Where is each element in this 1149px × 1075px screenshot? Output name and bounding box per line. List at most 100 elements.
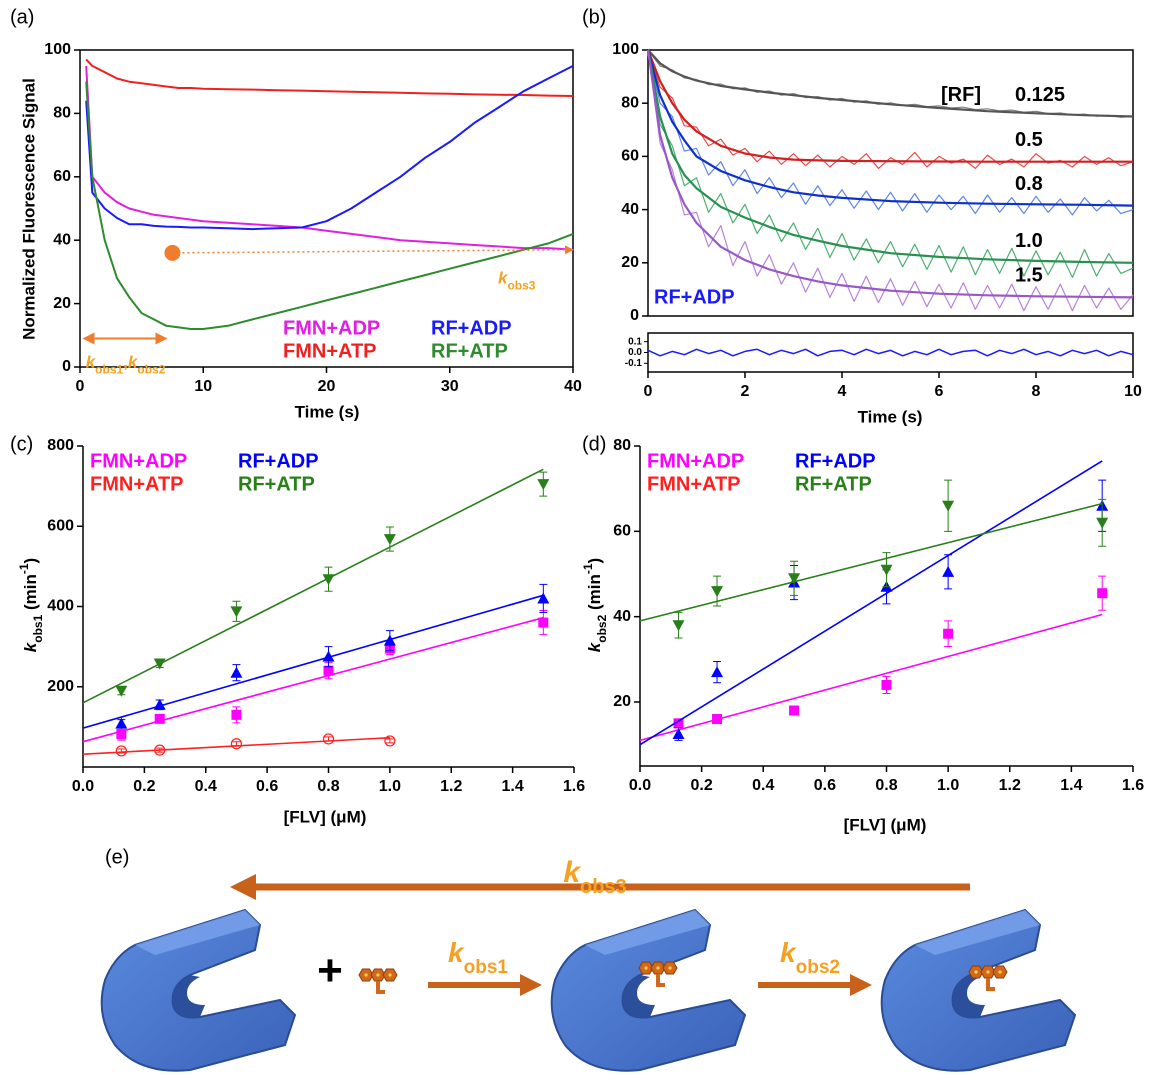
data-point: [116, 729, 127, 740]
x-tick-label: 30: [441, 378, 459, 395]
x-tick-label: 0.6: [814, 777, 836, 794]
data-point: [673, 718, 684, 729]
text-part: k: [86, 353, 97, 372]
data-point: [115, 717, 128, 729]
data-point: [880, 564, 893, 576]
x-tick-label: 4: [838, 383, 847, 400]
rate-marker: [164, 244, 181, 261]
fit-line: [646, 49, 1134, 264]
protein-closed: [880, 909, 1076, 1072]
x-tick-label: 1.2: [999, 777, 1021, 794]
data-point: [537, 592, 550, 604]
text-part: obs3: [507, 279, 535, 293]
data-point: [154, 713, 165, 724]
error-bar: [385, 738, 394, 744]
x-axis-label: Time (s): [295, 402, 360, 421]
text-part: ,: [123, 353, 128, 372]
residual-line: [647, 348, 1134, 357]
panel-label: (d): [582, 433, 606, 455]
panel-label: (e): [105, 846, 129, 868]
rate-subscript: obs3: [580, 876, 627, 898]
x-tick-label: 0.2: [133, 778, 155, 795]
rate-symbol: k: [448, 937, 465, 968]
span-label: kobs1,kobs2: [86, 353, 166, 377]
y-tick-label: 100: [612, 41, 639, 58]
panel-label: (c): [10, 433, 33, 455]
legend-label: FMN+ADP: [90, 450, 187, 472]
y-tick-label: 0.0: [628, 347, 642, 358]
fit-line: [646, 49, 1134, 299]
data-point: [537, 479, 550, 491]
y-axis-label: Normalized Fluorescence Signal: [19, 78, 38, 340]
legend-label: RF+ATP: [795, 473, 872, 495]
data-point: [231, 709, 242, 720]
data-point: [1097, 588, 1108, 599]
x-tick-label: 2: [741, 383, 750, 400]
legend-label: FMN+ATP: [283, 340, 377, 362]
rate-label: kobs3: [498, 269, 536, 293]
curve-label: 1.0: [1015, 230, 1043, 252]
data-line: [647, 49, 1134, 216]
panel-label: (b): [582, 6, 606, 28]
text-part: obs2: [137, 363, 165, 377]
error-bar: [324, 736, 333, 742]
residual-frame: [647, 332, 1134, 373]
data-point: [788, 573, 801, 585]
data-point: [230, 666, 243, 678]
x-tick-label: 10: [194, 378, 212, 395]
x-tick-label: 1.2: [440, 778, 462, 795]
y-tick-label: 0.1: [628, 336, 642, 347]
data-point: [942, 500, 955, 512]
text-part: ): [585, 558, 604, 564]
reaction-scheme: (e) kobs3 + kobs1 kobs2: [100, 846, 1076, 1072]
rate-arrow: [172, 245, 574, 255]
x-tick-label: 1.4: [1060, 777, 1082, 794]
fit-line: [639, 460, 1103, 746]
data-point: [789, 705, 800, 716]
y-tick-label: 800: [47, 437, 74, 454]
y-tick-label: 80: [613, 437, 631, 454]
legend-title: [RF]: [941, 84, 981, 106]
data-point: [943, 628, 954, 639]
legend-label: FMN+ADP: [647, 450, 744, 472]
x-tick-label: 0.0: [629, 777, 651, 794]
data-point: [1096, 517, 1109, 529]
error-bar: [155, 747, 164, 753]
y-axis-label: kobs1 (min-1): [17, 558, 45, 652]
x-axis-label: Time (s): [858, 407, 923, 426]
x-tick-label: 6: [935, 383, 944, 400]
y-tick-label: 0: [630, 307, 639, 324]
legend-label: FMN+ATP: [647, 473, 741, 495]
x-tick-label: 0.8: [317, 778, 339, 795]
text-part: k: [128, 353, 139, 372]
legend-label: RF+ATP: [431, 340, 508, 362]
data-point: [153, 658, 166, 670]
curve-label: 0.5: [1015, 129, 1043, 151]
data-point: [384, 735, 396, 747]
x-tick-label: 1.0: [379, 778, 401, 795]
fit-line: [82, 616, 544, 743]
x-tick-label: 1.4: [502, 778, 524, 795]
data-line: [647, 49, 1134, 278]
data-point: [322, 650, 335, 662]
text-part: (min: [585, 574, 604, 615]
data-point: [323, 665, 334, 676]
x-tick-label: 20: [318, 378, 336, 395]
data-point: [672, 620, 685, 632]
y-tick-label: 60: [621, 148, 639, 165]
x-tick-label: 0.6: [256, 778, 278, 795]
rate-symbol: k: [563, 856, 581, 889]
data-point: [322, 733, 335, 745]
y-tick-label: 40: [53, 231, 71, 248]
y-tick-label: 0: [62, 358, 71, 375]
data-point: [383, 634, 396, 646]
data-point: [538, 617, 549, 628]
data-point: [711, 586, 724, 598]
y-tick-label: 60: [53, 168, 71, 185]
data-point: [230, 606, 243, 618]
x-tick-label: 0: [76, 378, 85, 395]
plus-sign: +: [317, 946, 343, 995]
fit-line: [646, 49, 1134, 207]
text-part: obs2: [595, 614, 609, 642]
